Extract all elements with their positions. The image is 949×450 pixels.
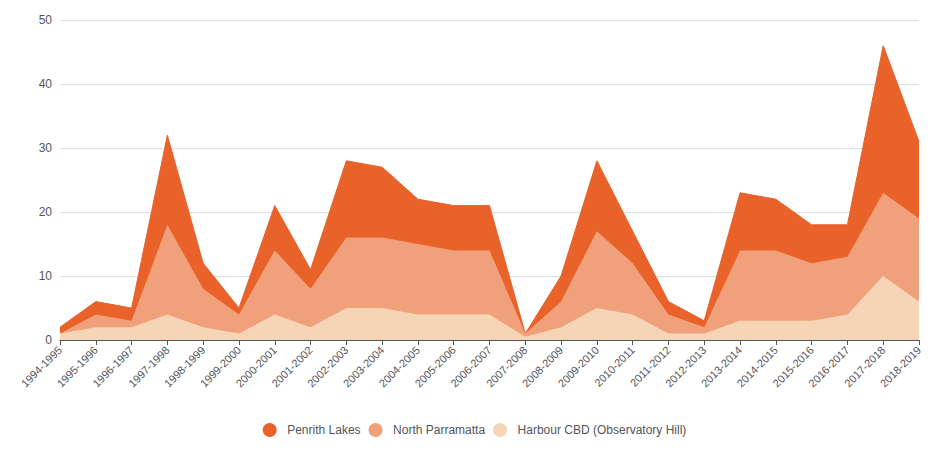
svg-text:2007-2008: 2007-2008 [483, 343, 530, 390]
svg-text:2014-2015: 2014-2015 [734, 343, 781, 390]
svg-text:2015-2016: 2015-2016 [770, 343, 816, 390]
svg-text:2018-2019: 2018-2019 [878, 344, 924, 390]
svg-text:2000-2001: 2000-2001 [233, 343, 279, 390]
svg-text:20: 20 [39, 205, 53, 219]
svg-text:2003-2004: 2003-2004 [340, 343, 387, 390]
svg-text:30: 30 [39, 141, 53, 155]
svg-text:2010-2011: 2010-2011 [591, 343, 637, 389]
svg-text:50: 50 [39, 13, 53, 27]
svg-text:2012-2013: 2012-2013 [662, 343, 709, 390]
svg-text:North Parramatta: North Parramatta [393, 423, 485, 437]
svg-text:2002-2003: 2002-2003 [304, 343, 351, 390]
svg-text:1994-1995: 1994-1995 [18, 343, 65, 390]
svg-text:1995-1996: 1995-1996 [54, 343, 100, 390]
svg-text:2001-2002: 2001-2002 [269, 343, 315, 390]
svg-text:0: 0 [45, 333, 52, 347]
svg-text:1999-2000: 1999-2000 [197, 343, 244, 390]
svg-text:Penrith Lakes: Penrith Lakes [287, 423, 360, 437]
svg-text:2011-2012: 2011-2012 [627, 343, 673, 389]
svg-text:1996-1997: 1996-1997 [90, 343, 136, 390]
svg-text:2004-2005: 2004-2005 [376, 343, 423, 390]
svg-text:2017-2018: 2017-2018 [841, 343, 888, 390]
svg-text:1997-1998: 1997-1998 [126, 343, 172, 390]
svg-text:2016-2017: 2016-2017 [806, 343, 852, 390]
svg-text:2006-2007: 2006-2007 [448, 343, 494, 390]
svg-text:2009-2010: 2009-2010 [555, 343, 602, 390]
svg-text:2008-2009: 2008-2009 [519, 343, 566, 390]
svg-text:2013-2014: 2013-2014 [698, 343, 745, 390]
svg-text:2005-2006: 2005-2006 [412, 343, 458, 390]
svg-text:40: 40 [39, 77, 53, 91]
svg-text:1998-1999: 1998-1999 [161, 343, 208, 390]
svg-text:Harbour CBD (Observatory Hill): Harbour CBD (Observatory Hill) [518, 423, 687, 437]
svg-text:10: 10 [39, 269, 53, 283]
